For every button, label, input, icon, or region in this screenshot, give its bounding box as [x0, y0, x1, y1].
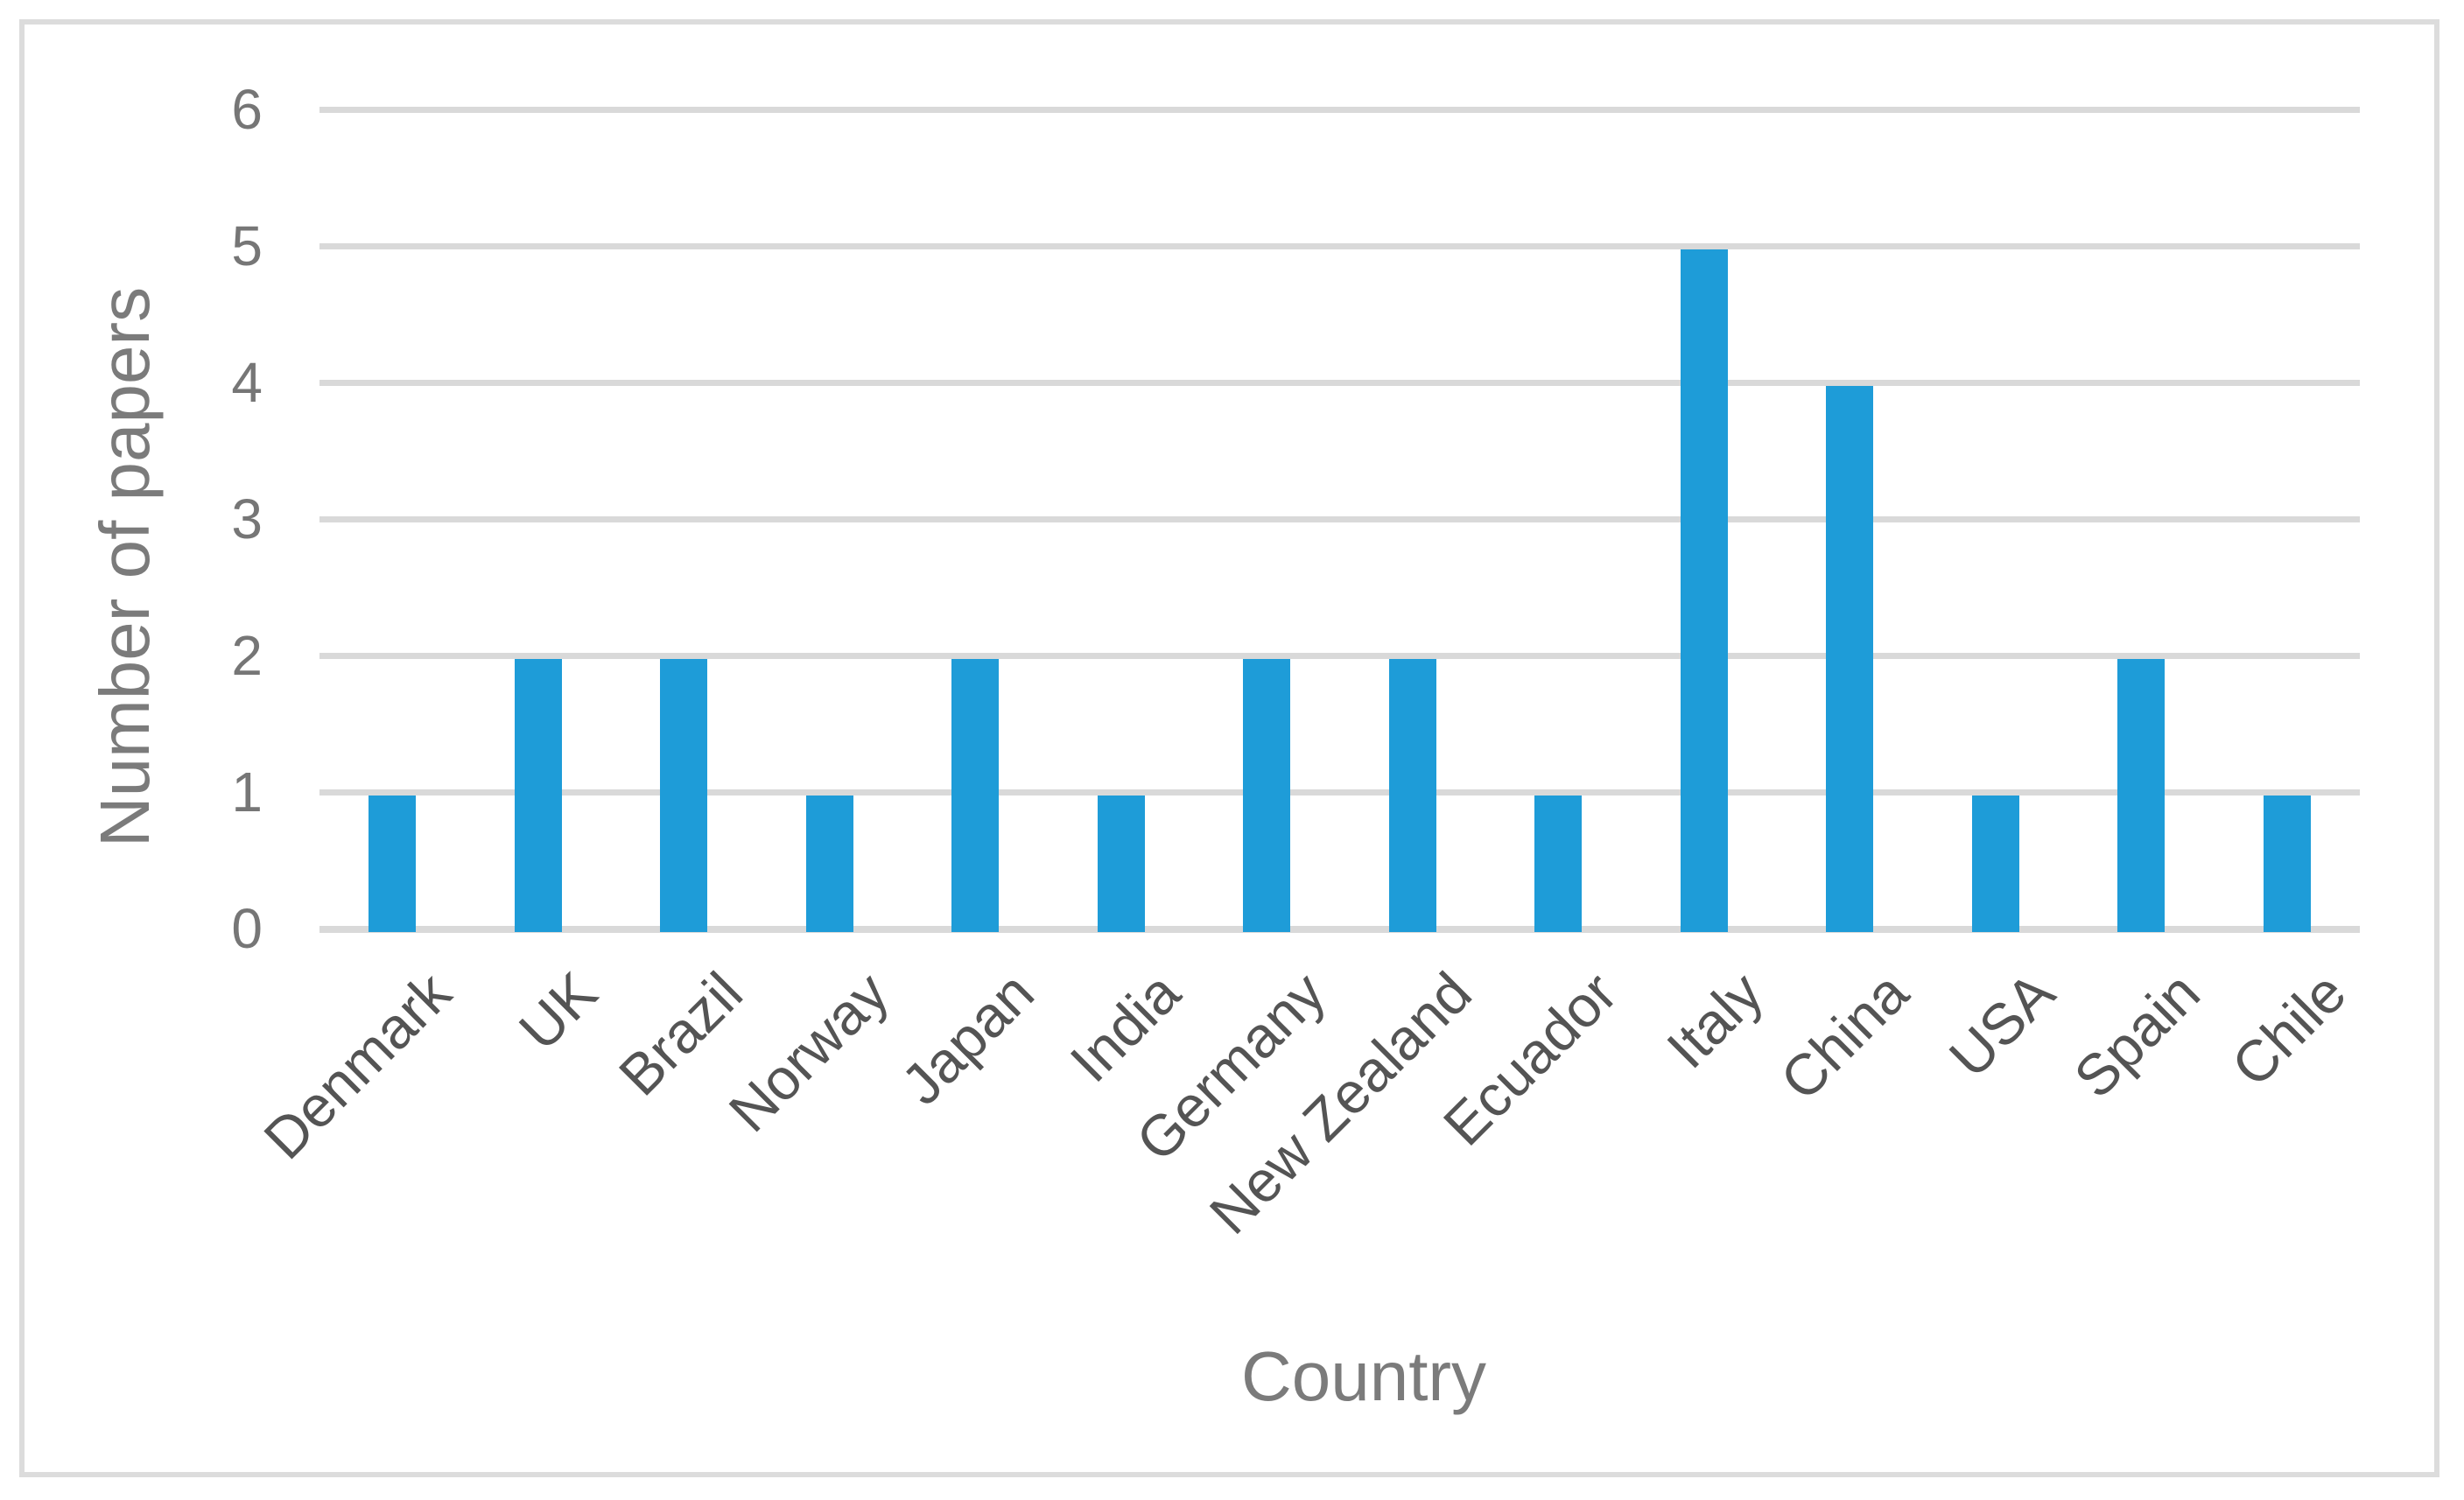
- gridline-y6: [319, 107, 2360, 113]
- y-tick-label-1: 1: [231, 761, 263, 824]
- bar-japan: [951, 659, 1000, 932]
- y-tick-label-5: 5: [231, 214, 263, 277]
- x-axis-line: [319, 926, 2360, 933]
- bar-india: [1097, 796, 1145, 932]
- bar-denmark: [369, 796, 417, 932]
- gridline-y3: [319, 516, 2360, 522]
- bar-germany: [1243, 659, 1291, 932]
- bar-italy: [1680, 249, 1728, 932]
- bar-ecuador: [1534, 796, 1583, 932]
- gridline-y1: [319, 789, 2360, 796]
- bar-chile: [2263, 796, 2311, 932]
- bar-brazil: [660, 659, 708, 932]
- bar-china: [1826, 386, 1874, 932]
- plot-area: [319, 107, 2360, 933]
- y-tick-label-6: 6: [231, 78, 263, 141]
- chart-frame: Number of papers Country: [19, 19, 2439, 1477]
- x-axis-title: Country: [1240, 1337, 1487, 1415]
- y-tick-label-3: 3: [231, 487, 263, 550]
- bar-usa: [1971, 796, 2019, 932]
- bar-norway: [805, 796, 853, 932]
- gridline-y5: [319, 243, 2360, 249]
- y-tick-label-4: 4: [231, 351, 263, 414]
- y-tick-label-2: 2: [231, 624, 263, 687]
- gridline-y2: [319, 653, 2360, 659]
- bar-spain: [2117, 659, 2166, 932]
- y-tick-label-0: 0: [231, 897, 263, 960]
- gridline-y4: [319, 380, 2360, 386]
- bar-uk: [514, 659, 562, 932]
- bar-new-zealand: [1388, 659, 1436, 932]
